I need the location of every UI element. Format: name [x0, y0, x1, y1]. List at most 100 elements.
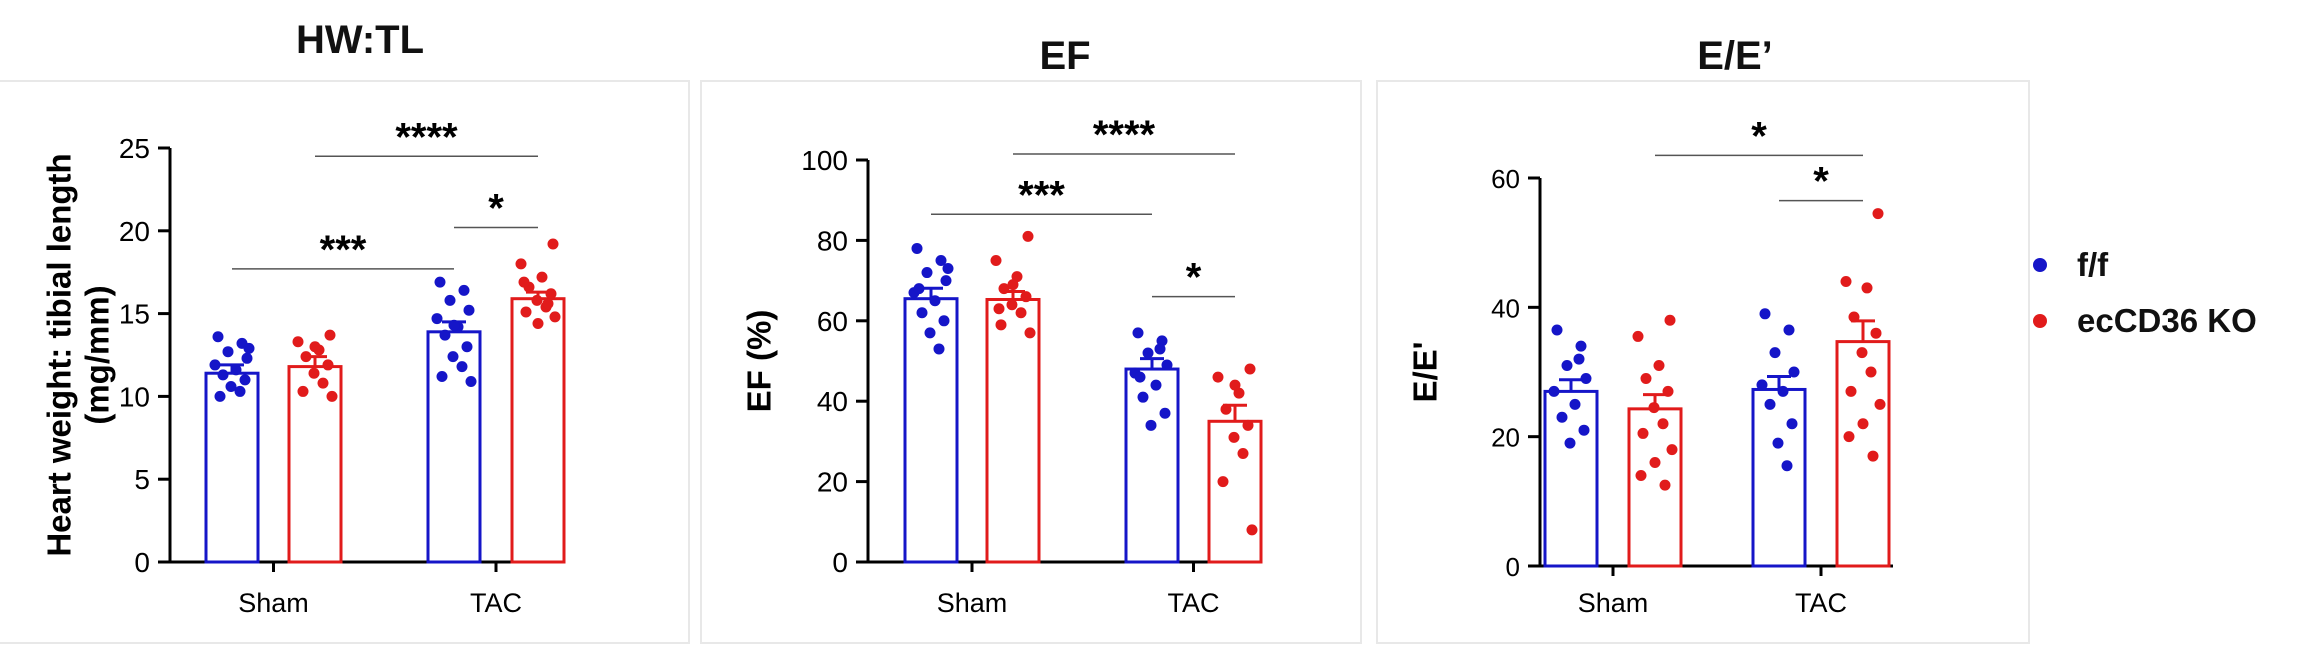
chart1-ylabel: EF (%)	[741, 310, 778, 413]
chart0-bar	[426, 330, 482, 564]
chart1-data-point	[913, 283, 925, 295]
chart1-data-point	[1246, 524, 1258, 536]
chart0-data-point	[217, 369, 229, 381]
chart0-data-point	[531, 294, 543, 306]
chart2-data-point	[1666, 444, 1678, 456]
chart2-significance-label: *	[1813, 160, 1829, 204]
chart0-data-point	[436, 371, 448, 383]
chart2-data-point	[1788, 366, 1800, 378]
chart0-category-label: TAC	[470, 588, 522, 618]
chart2-bar	[1543, 389, 1599, 568]
chart0-data-point	[532, 318, 544, 330]
chart1-data-point	[1161, 359, 1173, 371]
chart1-data-point	[1159, 407, 1171, 419]
chart1-data-point	[921, 267, 933, 279]
chart1-ytick-label: 20	[817, 467, 848, 498]
chart2-data-point	[1632, 330, 1644, 342]
chart0-ytick-label: 25	[119, 133, 150, 164]
chart2-data-point	[1843, 431, 1855, 443]
chart1-data-point	[1007, 279, 1019, 291]
chart1-data-point	[935, 255, 947, 266]
chart0-data-point	[431, 313, 443, 325]
chart2-significance-label: *	[1751, 114, 1767, 158]
chart1-bar	[1124, 367, 1180, 564]
chart2-data-point	[1874, 398, 1886, 410]
chart2-data-point	[1756, 379, 1768, 391]
chart2-ytick-label: 20	[1491, 423, 1520, 453]
chart2-data-point	[1777, 385, 1789, 397]
chart1-data-point	[1217, 476, 1229, 488]
chart1-data-point	[942, 263, 954, 275]
chart1-category-label: TAC	[1168, 588, 1220, 618]
chart2-data-point	[1635, 469, 1647, 481]
chart0-ytick-label: 15	[119, 299, 150, 330]
chart1-significance-label: ***	[1018, 173, 1065, 217]
chart0-data-point	[461, 341, 473, 353]
chart2-data-point	[1556, 411, 1568, 423]
chart0-data-point	[448, 319, 460, 331]
chart1-data-point	[990, 255, 1002, 266]
chart2-category-label: TAC	[1795, 588, 1847, 618]
chart1-data-point	[1137, 391, 1149, 403]
chart2-ylabel: E/E'	[1407, 341, 1444, 402]
chart1-data-point	[1228, 431, 1240, 443]
chart0-ylabel: (mg/mm)	[79, 285, 116, 424]
chart1-data-point	[911, 242, 923, 254]
chart0-significance-label: ***	[320, 228, 367, 272]
chart0-data-point	[308, 367, 320, 379]
chart2-data-point	[1569, 398, 1581, 410]
chart2-data-point	[1867, 450, 1879, 462]
chart1-ytick-label: 60	[817, 306, 848, 337]
panel-title-ee: E/E’	[1697, 34, 1773, 78]
chart1-data-point	[1220, 403, 1232, 415]
chart0-data-point	[230, 364, 242, 376]
chart2-data-point	[1857, 418, 1869, 430]
chart2-data-point	[1664, 314, 1676, 326]
chart2-data-point	[1759, 308, 1771, 320]
chart2-data-point	[1662, 385, 1674, 397]
chart0-data-point	[458, 284, 470, 296]
chart0-ytick-label: 5	[134, 464, 150, 495]
chart2-data-point	[1551, 324, 1563, 336]
chart1-category-label: Sham	[937, 588, 1008, 618]
chart0-ytick-label: 20	[119, 216, 150, 247]
chart2-data-point	[1845, 385, 1857, 397]
chart2-data-point	[1764, 398, 1776, 410]
chart1-data-point	[1134, 371, 1146, 383]
chart2-data-point	[1573, 353, 1585, 365]
chart1-ytick-label: 40	[817, 386, 848, 417]
chart1-data-point	[1242, 419, 1254, 431]
chart2-data-point	[1649, 457, 1661, 469]
chart0-data-point	[463, 304, 475, 316]
chart0-data-point	[300, 351, 312, 363]
chart2-data-point	[1575, 340, 1587, 352]
panel-ee-box	[1376, 80, 2030, 644]
chart1-data-point	[1020, 291, 1032, 303]
chart0-data-point	[322, 359, 334, 371]
legend-marker-ff	[2033, 258, 2047, 272]
chart2-bar	[1627, 407, 1683, 568]
chart0-data-point	[317, 377, 329, 389]
chart0-data-point	[243, 342, 255, 354]
chart0-bar	[510, 297, 566, 564]
chart0-data-point	[536, 271, 548, 283]
chart1-data-point	[1022, 230, 1034, 242]
chart2-data-point	[1861, 282, 1873, 294]
chart1-data-point	[995, 319, 1007, 331]
chart0-data-point	[444, 294, 456, 306]
chart1-bar	[985, 297, 1041, 564]
chart0-data-point	[456, 361, 468, 373]
chart1-data-point	[998, 283, 1010, 295]
chart2-data-point	[1872, 208, 1884, 220]
chart0-data-point	[222, 346, 234, 358]
chart1-ytick-label: 0	[832, 547, 848, 578]
panel-title-hwtl: HW:TL	[295, 18, 425, 62]
chart2-data-point	[1548, 385, 1560, 397]
chart0-data-point	[212, 331, 224, 343]
chart1-data-point	[993, 303, 1005, 315]
chart0-data-point	[439, 329, 451, 341]
chart0-data-point	[209, 359, 221, 371]
panel-title-ef: EF	[1039, 34, 1091, 78]
chart2-data-point	[1657, 418, 1669, 430]
chart2-data-point	[1772, 437, 1784, 449]
